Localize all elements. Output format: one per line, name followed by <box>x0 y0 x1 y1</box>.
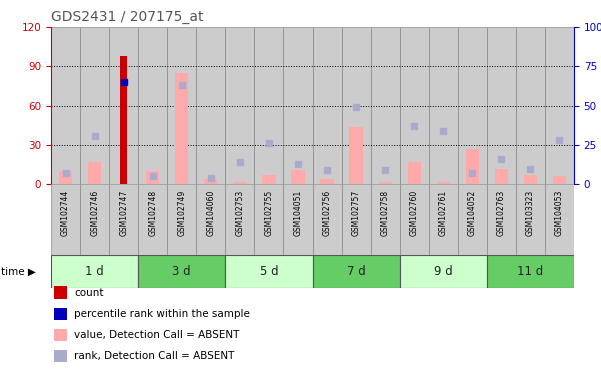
Bar <box>225 255 313 288</box>
Bar <box>341 27 371 184</box>
Bar <box>458 27 487 184</box>
Text: time ▶: time ▶ <box>1 266 36 277</box>
Bar <box>545 184 574 255</box>
Text: 7 d: 7 d <box>347 265 365 278</box>
Text: count: count <box>74 288 103 298</box>
Bar <box>254 184 284 255</box>
Bar <box>371 27 400 184</box>
Bar <box>167 184 197 255</box>
Bar <box>284 184 313 255</box>
Bar <box>313 184 341 255</box>
Text: GSM104060: GSM104060 <box>206 190 215 237</box>
Text: GSM102760: GSM102760 <box>410 190 419 236</box>
Text: 1 d: 1 d <box>85 265 104 278</box>
Bar <box>524 175 537 184</box>
Bar <box>487 27 516 184</box>
Text: GSM102744: GSM102744 <box>61 190 70 236</box>
Bar <box>407 162 421 184</box>
Bar <box>59 171 72 184</box>
Bar <box>175 73 188 184</box>
Bar <box>225 27 254 184</box>
Bar <box>284 27 313 184</box>
Bar <box>225 184 254 255</box>
Bar <box>51 184 80 255</box>
Bar <box>429 184 458 255</box>
Text: GSM102755: GSM102755 <box>264 190 273 236</box>
Text: GSM102757: GSM102757 <box>352 190 361 236</box>
Text: GSM102761: GSM102761 <box>439 190 448 236</box>
Bar <box>51 27 80 184</box>
Bar <box>516 27 545 184</box>
Bar <box>233 182 246 184</box>
Bar <box>138 184 167 255</box>
Bar <box>341 184 371 255</box>
Bar <box>466 149 479 184</box>
Text: GSM104051: GSM104051 <box>293 190 302 236</box>
Bar <box>400 27 429 184</box>
Text: GSM102756: GSM102756 <box>323 190 332 236</box>
Bar <box>379 182 392 184</box>
Bar <box>437 182 450 184</box>
Bar <box>109 27 138 184</box>
Text: GSM104053: GSM104053 <box>555 190 564 237</box>
Bar <box>545 27 574 184</box>
Text: GSM102749: GSM102749 <box>177 190 186 236</box>
Text: rank, Detection Call = ABSENT: rank, Detection Call = ABSENT <box>74 351 234 361</box>
Bar <box>313 255 400 288</box>
Bar <box>51 255 138 288</box>
Bar <box>120 56 127 184</box>
Text: GSM102748: GSM102748 <box>148 190 157 236</box>
Bar <box>146 171 159 184</box>
Text: GSM104052: GSM104052 <box>468 190 477 236</box>
Bar <box>350 127 362 184</box>
Text: 9 d: 9 d <box>434 265 453 278</box>
Bar <box>80 27 109 184</box>
Text: percentile rank within the sample: percentile rank within the sample <box>74 309 250 319</box>
Bar <box>458 184 487 255</box>
Bar <box>320 179 334 184</box>
Bar <box>138 27 167 184</box>
Text: 3 d: 3 d <box>172 265 191 278</box>
Text: 11 d: 11 d <box>517 265 543 278</box>
Text: GSM102753: GSM102753 <box>236 190 245 236</box>
Bar <box>429 27 458 184</box>
Bar <box>204 179 218 184</box>
Text: GSM103323: GSM103323 <box>526 190 535 236</box>
Bar <box>371 184 400 255</box>
Bar <box>487 184 516 255</box>
Bar <box>400 255 487 288</box>
Bar <box>80 184 109 255</box>
Bar <box>109 184 138 255</box>
Bar <box>400 184 429 255</box>
Bar <box>263 175 275 184</box>
Text: GSM102758: GSM102758 <box>380 190 389 236</box>
Bar <box>553 177 566 184</box>
Bar <box>516 184 545 255</box>
Bar <box>495 169 508 184</box>
Bar <box>487 255 574 288</box>
Text: GSM102746: GSM102746 <box>90 190 99 236</box>
Text: 5 d: 5 d <box>260 265 278 278</box>
Bar <box>313 27 341 184</box>
Bar <box>197 184 225 255</box>
Bar <box>291 170 305 184</box>
Bar <box>254 27 284 184</box>
Text: GDS2431 / 207175_at: GDS2431 / 207175_at <box>51 10 204 23</box>
Text: value, Detection Call = ABSENT: value, Detection Call = ABSENT <box>74 330 239 340</box>
Bar <box>197 27 225 184</box>
Text: GSM102747: GSM102747 <box>119 190 128 236</box>
Bar <box>167 27 197 184</box>
Text: GSM102763: GSM102763 <box>497 190 506 236</box>
Bar <box>88 162 101 184</box>
Bar <box>138 255 225 288</box>
